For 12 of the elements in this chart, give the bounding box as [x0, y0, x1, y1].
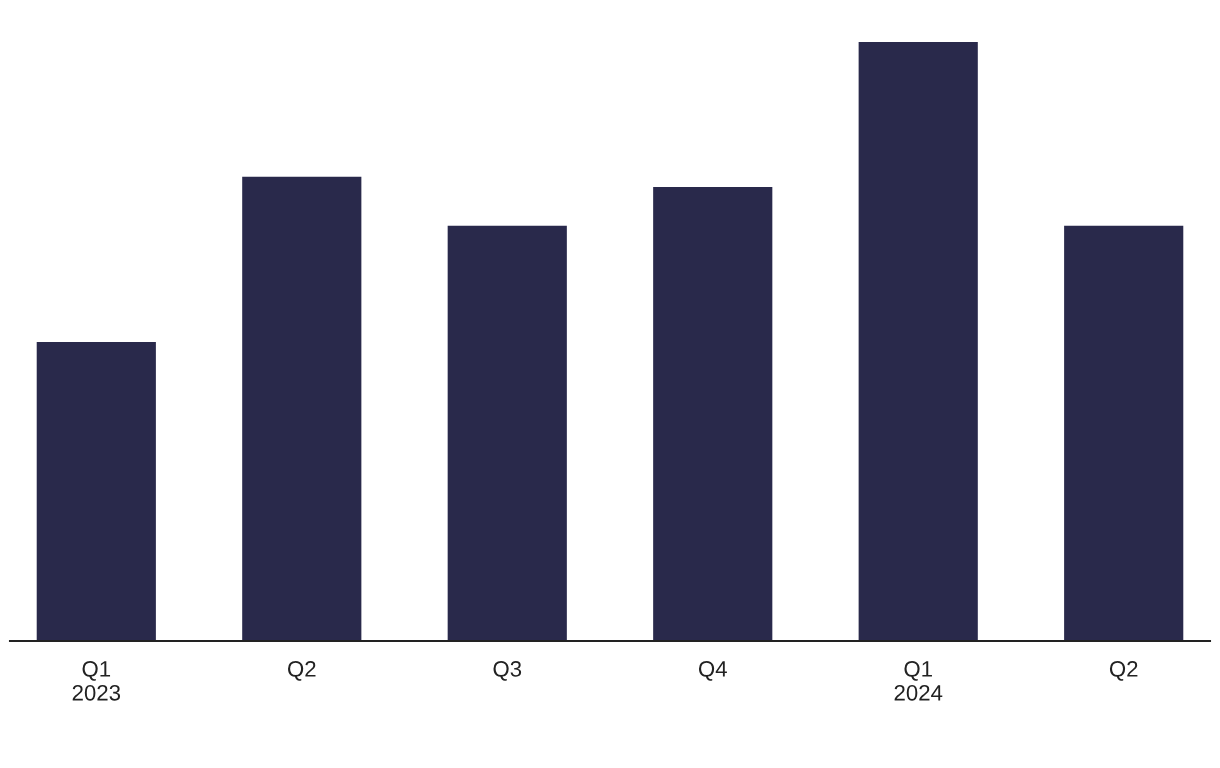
bar	[653, 186, 773, 641]
x-tick-label: Q4	[698, 661, 727, 681]
x-tick-label: Q2	[288, 661, 316, 681]
bar	[1064, 225, 1184, 641]
bar	[858, 41, 978, 641]
x-tick-label: Q1 2024	[894, 661, 943, 701]
x-tick-label: Q3	[493, 661, 522, 681]
x-tick-label: Q1 2023	[72, 661, 121, 701]
x-tick-label: Q2	[1109, 661, 1138, 681]
bar	[36, 342, 156, 641]
bar	[242, 176, 362, 641]
bar	[447, 225, 567, 641]
